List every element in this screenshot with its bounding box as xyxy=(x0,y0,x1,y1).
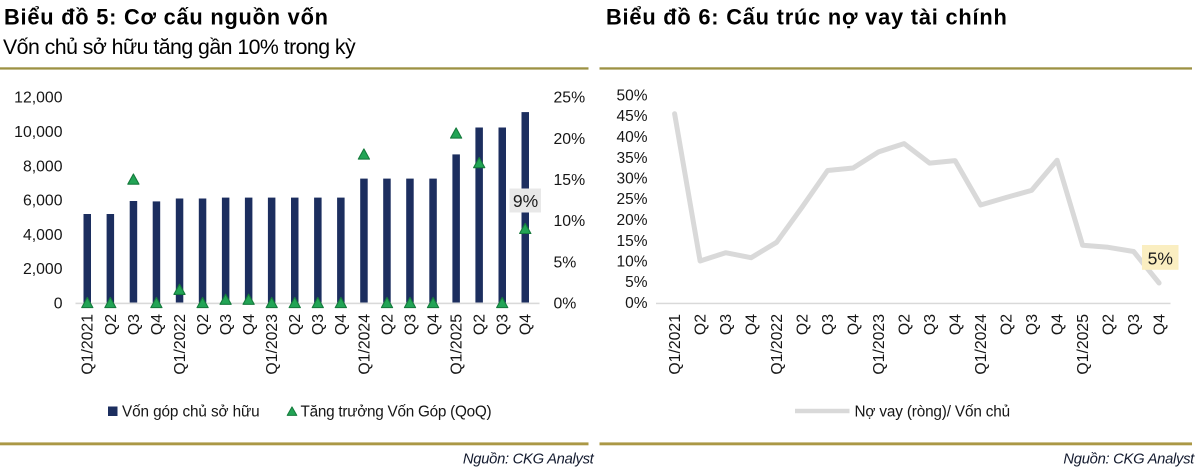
svg-text:Q1/2025: Q1/2025 xyxy=(449,314,466,375)
svg-text:Q1/2022: Q1/2022 xyxy=(172,314,189,375)
svg-text:Q1/2021: Q1/2021 xyxy=(80,314,97,375)
svg-text:5%: 5% xyxy=(554,254,577,271)
svg-text:Q4: Q4 xyxy=(425,314,442,335)
svg-text:Nợ vay (ròng)/ Vốn chủ: Nợ vay (ròng)/ Vốn chủ xyxy=(855,404,1011,421)
svg-text:25%: 25% xyxy=(554,90,586,107)
svg-text:2,000: 2,000 xyxy=(23,261,63,278)
svg-text:15%: 15% xyxy=(554,172,586,189)
svg-text:Vốn góp chủ sở hữu: Vốn góp chủ sở hữu xyxy=(122,404,260,421)
svg-text:5%: 5% xyxy=(1148,249,1173,269)
svg-text:35%: 35% xyxy=(616,150,647,167)
svg-text:Q4: Q4 xyxy=(333,314,350,335)
svg-text:Q3: Q3 xyxy=(495,314,512,335)
svg-text:Q4: Q4 xyxy=(1050,314,1067,335)
svg-text:20%: 20% xyxy=(554,131,586,148)
svg-text:0%: 0% xyxy=(625,295,648,312)
svg-text:Q1/2022: Q1/2022 xyxy=(769,314,786,375)
svg-text:30%: 30% xyxy=(616,171,647,188)
svg-text:Q1/2023: Q1/2023 xyxy=(264,314,281,375)
svg-text:Q4: Q4 xyxy=(744,314,761,335)
svg-text:Vốn chủ sở hữu tăng gần 10% tr: Vốn chủ sở hữu tăng gần 10% trong kỳ xyxy=(3,35,356,59)
svg-text:Q4: Q4 xyxy=(518,314,535,335)
svg-text:Tăng trưởng Vốn Góp (QoQ): Tăng trưởng Vốn Góp (QoQ) xyxy=(301,404,492,421)
svg-text:50%: 50% xyxy=(616,88,647,105)
svg-text:0%: 0% xyxy=(554,295,577,312)
svg-text:15%: 15% xyxy=(616,233,647,250)
svg-text:Biểu đồ 6: Cấu trúc nợ vay tài: Biểu đồ 6: Cấu trúc nợ vay tài chính xyxy=(606,4,1008,29)
svg-text:Q2: Q2 xyxy=(287,314,304,335)
svg-text:Nguồn: CKG Analyst: Nguồn: CKG Analyst xyxy=(463,451,595,467)
svg-text:Q4: Q4 xyxy=(241,314,258,335)
svg-text:Q2: Q2 xyxy=(472,314,489,335)
svg-text:0: 0 xyxy=(54,295,63,312)
svg-text:10,000: 10,000 xyxy=(14,124,63,141)
svg-text:45%: 45% xyxy=(616,108,647,125)
svg-text:Q3: Q3 xyxy=(1024,314,1041,335)
svg-text:Q1/2024: Q1/2024 xyxy=(356,314,373,375)
svg-text:Q2: Q2 xyxy=(693,314,710,335)
svg-text:Q1/2025: Q1/2025 xyxy=(1075,314,1092,375)
svg-text:Q3: Q3 xyxy=(402,314,419,335)
svg-text:Q3: Q3 xyxy=(218,314,235,335)
svg-text:Q1/2024: Q1/2024 xyxy=(973,314,990,375)
svg-text:Q2: Q2 xyxy=(999,314,1016,335)
svg-text:Q3: Q3 xyxy=(718,314,735,335)
svg-text:Q2: Q2 xyxy=(795,314,812,335)
svg-text:Q4: Q4 xyxy=(1152,314,1169,335)
svg-text:Q3: Q3 xyxy=(922,314,939,335)
svg-text:Q3: Q3 xyxy=(1126,314,1143,335)
svg-text:Q2: Q2 xyxy=(897,314,914,335)
svg-text:25%: 25% xyxy=(616,191,647,208)
svg-text:Q2: Q2 xyxy=(1101,314,1118,335)
svg-text:Q3: Q3 xyxy=(820,314,837,335)
svg-text:Nguồn: CKG Analyst: Nguồn: CKG Analyst xyxy=(1063,451,1195,467)
svg-text:40%: 40% xyxy=(616,129,647,146)
svg-text:10%: 10% xyxy=(554,213,586,230)
svg-text:Q2: Q2 xyxy=(379,314,396,335)
svg-text:Q1/2023: Q1/2023 xyxy=(871,314,888,375)
svg-text:4,000: 4,000 xyxy=(23,227,63,244)
svg-text:12,000: 12,000 xyxy=(14,90,63,107)
svg-text:Q1/2021: Q1/2021 xyxy=(667,314,684,375)
svg-text:Q2: Q2 xyxy=(195,314,212,335)
svg-text:Biểu đồ 5: Cơ cấu nguồn vốn: Biểu đồ 5: Cơ cấu nguồn vốn xyxy=(4,4,329,29)
svg-text:20%: 20% xyxy=(616,212,647,229)
svg-text:Q4: Q4 xyxy=(149,314,166,335)
svg-text:Q4: Q4 xyxy=(948,314,965,335)
svg-text:5%: 5% xyxy=(625,274,648,291)
svg-text:8,000: 8,000 xyxy=(23,158,63,175)
svg-text:9%: 9% xyxy=(513,191,538,211)
svg-text:10%: 10% xyxy=(616,254,647,271)
svg-text:Q3: Q3 xyxy=(126,314,143,335)
svg-text:Q4: Q4 xyxy=(846,314,863,335)
svg-text:6,000: 6,000 xyxy=(23,193,63,210)
svg-text:Q2: Q2 xyxy=(103,314,120,335)
svg-text:Q3: Q3 xyxy=(310,314,327,335)
